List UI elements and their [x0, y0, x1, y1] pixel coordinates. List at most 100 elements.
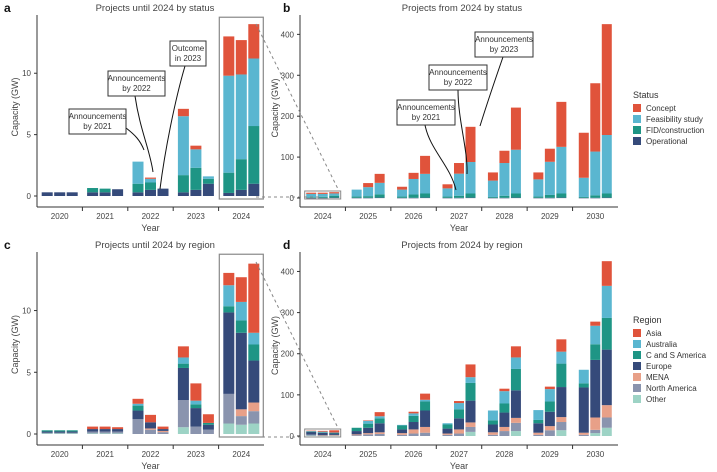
- bar-segment-mena: [578, 432, 589, 435]
- bar-segment-asia: [374, 412, 385, 417]
- bar-segment-mena: [248, 402, 260, 412]
- highlight-box-2024: [218, 16, 264, 200]
- legend-label: Other: [646, 395, 666, 404]
- bar-segment-australia: [235, 301, 247, 321]
- bar-segment-north-america: [99, 431, 111, 434]
- y-axis-label: Capacity (GW): [10, 315, 20, 374]
- bar-segment-north-america: [177, 400, 189, 428]
- bar-segment-australia: [329, 432, 340, 434]
- bar-segment-asia: [363, 420, 374, 421]
- legend-label: FID/construction: [646, 126, 704, 135]
- bar-segment-operational: [329, 197, 340, 199]
- x-tick-label: 2025: [359, 450, 377, 459]
- bar-segment-australia: [420, 399, 431, 402]
- bar-segment-north-america: [190, 426, 202, 434]
- bar-segment-c-and-s-america: [374, 418, 385, 424]
- bar-segment-other: [306, 435, 317, 437]
- bar-segment-feasibility-study: [499, 163, 510, 196]
- bar-segment-mena: [329, 434, 340, 436]
- y-tick-label: 5: [27, 131, 32, 140]
- bar-segment-feasibility-study: [510, 149, 521, 194]
- bar-segment-asia: [223, 272, 235, 286]
- bar-segment-c-and-s-america: [533, 419, 544, 424]
- bar-segment-north-america: [329, 435, 340, 436]
- x-tick-label: 2024: [232, 212, 250, 221]
- bar-segment-fid-construction: [177, 175, 189, 193]
- bar-segment-fid-construction: [202, 178, 214, 184]
- bar-segment-concept: [363, 183, 374, 188]
- bar-segment-c-and-s-america: [132, 405, 144, 411]
- bar-segment-operational: [533, 197, 544, 199]
- bar-segment-operational: [590, 197, 601, 199]
- zoom-box-2024: [304, 428, 342, 438]
- bar-segment-other: [223, 423, 235, 434]
- bar-segment-australia: [578, 369, 589, 384]
- bar-segment-concept: [397, 186, 408, 190]
- bar-segment-operational: [454, 197, 464, 199]
- bar-segment-europe: [177, 367, 189, 401]
- annotation-text: in 2023: [175, 54, 202, 63]
- bar-segment-c-and-s-america: [499, 403, 510, 413]
- bar-segment-asia: [317, 430, 328, 432]
- bar-segment-operational: [510, 197, 521, 199]
- bar-segment-concept: [556, 101, 567, 147]
- bar-segment-europe: [317, 432, 328, 436]
- panel-c: c Projects until 2024 by region 0 5 10Capaci…: [4, 238, 264, 471]
- bar-segment-europe: [420, 410, 431, 427]
- legend-status: Status Concept Feasibility study FID/constr…: [633, 90, 704, 146]
- bar-segment-feasibility-study: [544, 161, 555, 195]
- panel-a: a Projects until 2024 by status 0 5 10Capaci…: [4, 1, 264, 233]
- bar-segment-australia: [190, 400, 202, 405]
- bar-segment-concept: [487, 172, 498, 181]
- bar-segment-mena: [556, 417, 567, 423]
- bar-segment-c-and-s-america: [317, 432, 328, 433]
- annotation-box: [68, 108, 127, 135]
- bar-segment-concept: [190, 145, 202, 150]
- bar-segment-feasibility-study: [177, 116, 189, 176]
- bar-segment-fid-construction: [132, 183, 144, 193]
- bar-segment-europe: [112, 429, 124, 432]
- annotation-box: [107, 70, 166, 97]
- x-tick-label: 2028: [496, 450, 514, 459]
- bar-segment-australia: [556, 351, 567, 364]
- bar-segment-europe: [442, 428, 453, 434]
- bar-segment-north-america: [202, 429, 214, 434]
- bar-segment-asia: [306, 430, 317, 432]
- legend-swatch: [633, 104, 641, 112]
- bar-segment-north-america: [465, 426, 476, 432]
- bar-segment-asia: [132, 398, 144, 404]
- annotation-text: by 2021: [83, 122, 112, 131]
- bar-segment-europe: [363, 427, 374, 434]
- bar-segment-other: [87, 433, 99, 434]
- bar-segment-fid-construction: [454, 195, 464, 198]
- bar-segment-mena: [235, 409, 247, 417]
- bar-segment-asia: [590, 321, 601, 326]
- x-tick-label: 2021: [96, 212, 114, 221]
- bar-segment-europe: [202, 424, 214, 430]
- bar-segment-operational: [363, 197, 374, 199]
- bar-segment-feasibility-study: [248, 58, 260, 127]
- x-tick-label: 2020: [51, 450, 69, 459]
- bar-segment-north-america: [374, 433, 385, 436]
- legend-label: Operational: [646, 137, 688, 146]
- bar-segment-feasibility-study: [132, 161, 144, 184]
- legend-swatch: [633, 340, 641, 348]
- bar-segment-asia: [499, 388, 510, 392]
- bar-segment-operational: [487, 197, 498, 199]
- bar-segment-operational: [420, 197, 431, 199]
- bar-segment-operational: [190, 189, 202, 196]
- x-tick-label: 2024: [314, 212, 332, 221]
- bar-segment-other: [99, 433, 111, 434]
- x-tick-label: 2023: [187, 212, 205, 221]
- bar-segment-operational: [54, 192, 66, 196]
- bar-segment-c-and-s-america: [590, 344, 601, 360]
- bar-segment-north-america: [157, 432, 169, 434]
- bar-segment-fid-construction: [223, 172, 235, 193]
- bar-segment-feasibility-study: [601, 135, 612, 194]
- annotation-text: Announcements: [397, 103, 455, 112]
- bar-segment-europe: [145, 422, 156, 429]
- bar-segment-europe: [351, 431, 362, 435]
- bar-segment-europe: [556, 387, 567, 418]
- bar-segment-operational: [601, 197, 612, 199]
- bar-segment-operational: [465, 197, 476, 199]
